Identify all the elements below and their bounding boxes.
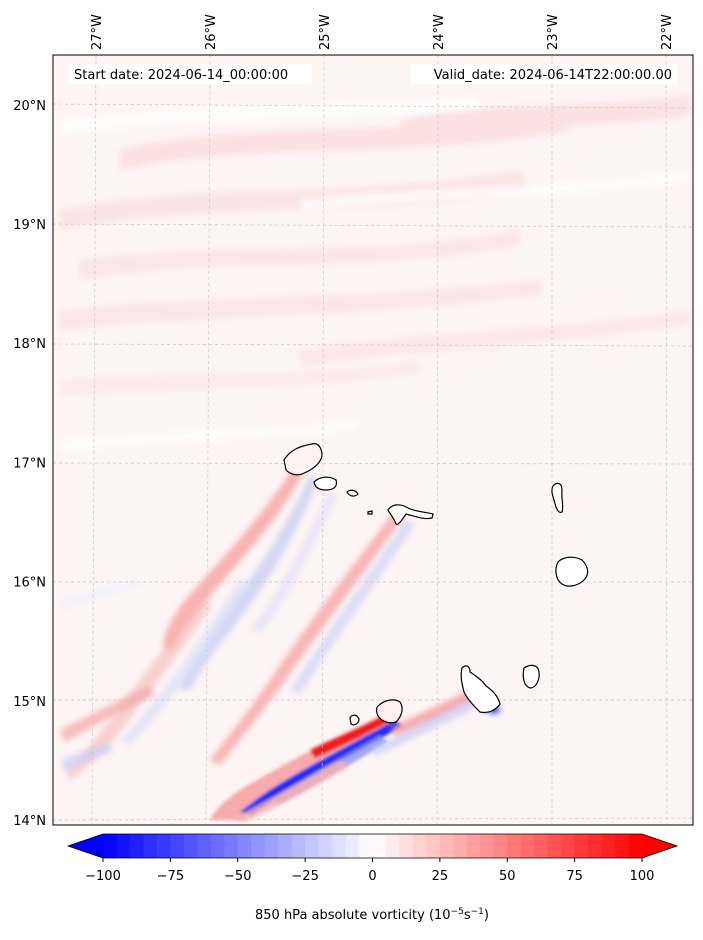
colorbar-cell (574, 834, 589, 858)
colorbar-cell (210, 834, 225, 858)
lat-tick-label: 15°N (13, 695, 46, 710)
island-santo-antao (283, 443, 323, 476)
vorticity-field (60, 95, 690, 822)
colorbar-tick-label: −100 (85, 869, 121, 884)
island-fogo (375, 699, 403, 724)
lon-tick-label: 23°W (546, 14, 561, 50)
colorbar-cell (466, 834, 481, 858)
lat-tick-label: 20°N (13, 99, 46, 114)
island-islet (367, 510, 373, 515)
colorbar-cell (601, 834, 616, 858)
island-sal (551, 482, 564, 513)
colorbar-tick-label: 50 (499, 869, 516, 884)
island-maio (522, 664, 540, 689)
gridlines (52, 54, 694, 826)
colorbar-cell (628, 834, 643, 858)
colorbar-cell (251, 834, 266, 858)
lon-tick-label: 24°W (432, 14, 447, 50)
colorbar-cell (170, 834, 185, 858)
lon-tick-label: 25°W (318, 14, 333, 50)
colorbar-cell (453, 834, 468, 858)
colorbar-cell (534, 834, 549, 858)
colorbar-cell (372, 834, 387, 858)
colorbar-tick-label: −25 (291, 869, 318, 884)
start-date-text: Start date: 2024-06-14_00:00:00 (74, 68, 288, 83)
colorbar-cell (480, 834, 495, 858)
colorbar-tick-labels: −100 −75 −50 −25 0 25 50 75 100 (85, 858, 654, 884)
colorbar-cell (183, 834, 198, 858)
colorbar-cell (520, 834, 535, 858)
island-boa-vista (555, 556, 589, 587)
colorbar-cell (561, 834, 576, 858)
colorbar-tick-label: 0 (368, 869, 376, 884)
island-sao-nicolau (387, 504, 434, 525)
colorbar-cell (412, 834, 427, 858)
colorbar-max-extension (642, 834, 677, 858)
southern-wake (210, 710, 402, 822)
island-santiago (460, 665, 501, 714)
lat-tick-label: 16°N (13, 576, 46, 591)
lon-tick-label: 26°W (204, 14, 219, 50)
colorbar-tick-label: 25 (432, 869, 449, 884)
island-santa-luzia (346, 489, 359, 497)
northern-wake (65, 465, 338, 780)
colorbar-cell (156, 834, 171, 858)
colorbar-cell (278, 834, 293, 858)
lat-tick-label: 18°N (13, 337, 46, 352)
colorbar-min-extension (68, 834, 103, 858)
longitude-tick-labels: 27°W 26°W 25°W 24°W 23°W 22°W (90, 14, 675, 50)
colorbar-cell (224, 834, 239, 858)
central-wake (210, 510, 415, 765)
colorbar-cell (426, 834, 441, 858)
coastlines (283, 443, 589, 726)
valid-date-box (410, 64, 678, 84)
colorbar-cell (588, 834, 603, 858)
colorbar-cell (264, 834, 279, 858)
colorbar-cell (359, 834, 373, 858)
colorbar-cell (197, 834, 212, 858)
island-brava (349, 714, 360, 726)
colorbar-cell (143, 834, 158, 858)
colorbar-cell (345, 834, 360, 858)
colorbar-tick-label: 100 (630, 869, 655, 884)
colorbar-cell (237, 834, 252, 858)
lon-tick-label: 22°W (660, 14, 675, 50)
colorbar-cells (103, 834, 643, 858)
colorbar: −100 −75 −50 −25 0 25 50 75 100 850 hPa absolute… (66, 833, 679, 923)
colorbar-cell (439, 834, 454, 858)
island-sao-vicente (313, 476, 338, 491)
colorbar-cell (385, 834, 400, 858)
colorbar-cell (318, 834, 333, 858)
latitude-tick-labels: 20°N 19°N 18°N 17°N 16°N 15°N 14°N (13, 99, 46, 829)
start-date-box (68, 64, 312, 84)
colorbar-cell (116, 834, 131, 858)
valid-date-text: Valid_date: 2024-06-14T22:00:00.00 (434, 68, 672, 83)
plot-frame (52, 54, 694, 826)
colorbar-cell (507, 834, 522, 858)
colorbar-cell (615, 834, 630, 858)
colorbar-cell (103, 834, 117, 858)
northern-wave-bands (60, 95, 690, 396)
lon-tick-label: 27°W (90, 14, 105, 50)
colorbar-tick-label: 75 (566, 869, 583, 884)
lat-tick-label: 17°N (13, 456, 46, 471)
colorbar-tick-label: −75 (157, 869, 184, 884)
colorbar-cell (305, 834, 320, 858)
colorbar-tick-label: −50 (224, 869, 251, 884)
colorbar-title: 850 hPa absolute vorticity (10−5s−1) (255, 907, 489, 923)
colorbar-cell (129, 834, 144, 858)
lat-tick-label: 14°N (13, 814, 46, 829)
colorbar-cell (332, 834, 347, 858)
colorbar-cell (291, 834, 306, 858)
colorbar-cell (547, 834, 562, 858)
lat-tick-label: 19°N (13, 218, 46, 233)
colorbar-cell (493, 834, 508, 858)
colorbar-cell (399, 834, 414, 858)
